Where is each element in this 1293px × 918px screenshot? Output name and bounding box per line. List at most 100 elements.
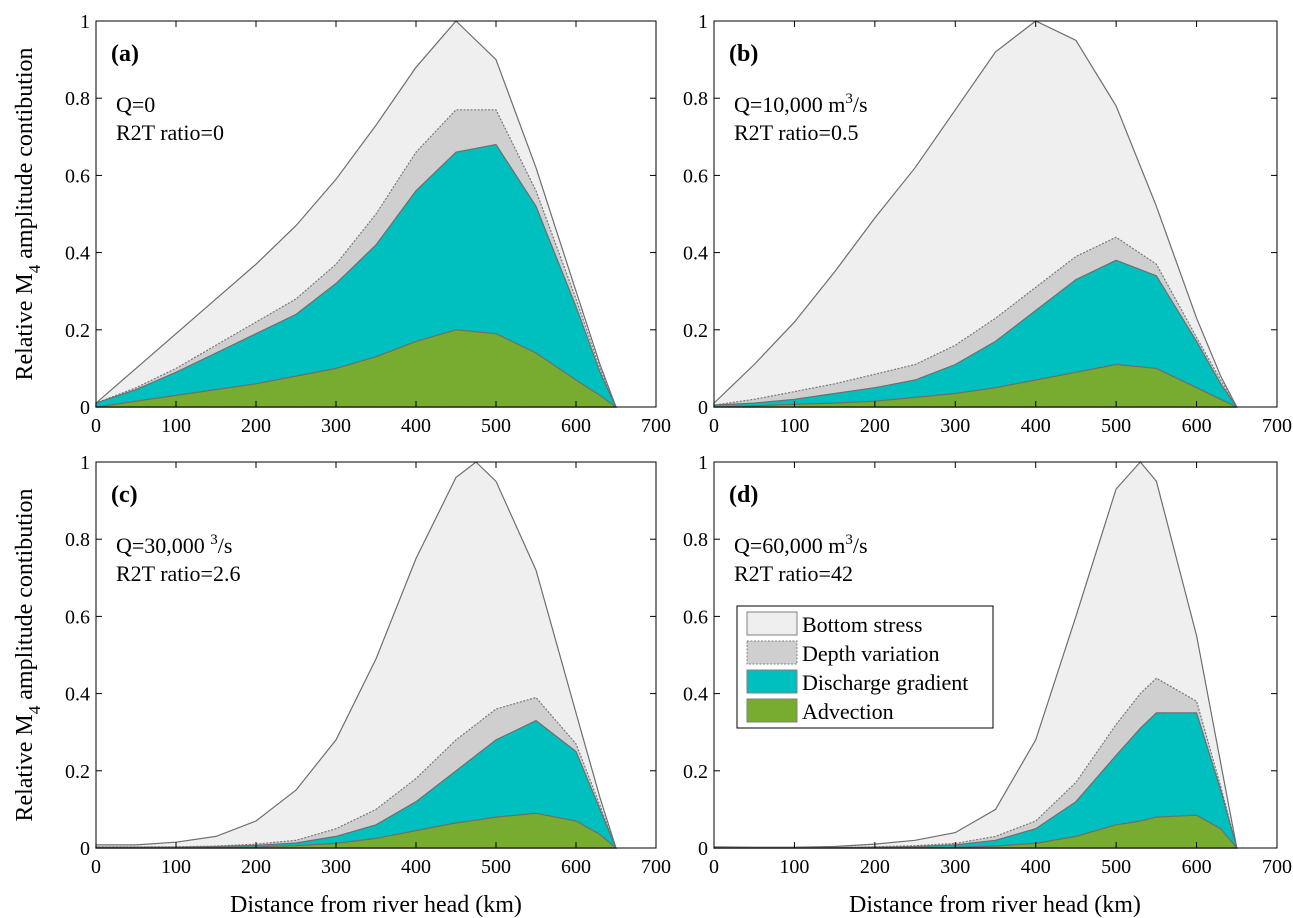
x-tick-label: 500 — [1101, 415, 1131, 437]
x-tick-label: 300 — [940, 856, 970, 878]
x-tick-label: 200 — [241, 856, 271, 878]
ratio-annotation: R2T ratio=0.5 — [734, 120, 858, 145]
y-tick-label: 1 — [698, 452, 708, 474]
panels: 0 100 200 300 400 500 600 70000.20.40.60.81(a)Q… — [65, 11, 1292, 878]
discharge-annotation: Q=0 — [116, 92, 155, 117]
x-tick-label: 600 — [1182, 415, 1212, 437]
y-tick-label: 0.6 — [65, 165, 90, 187]
panel-label: (c) — [111, 482, 138, 508]
panel-label: (a) — [111, 41, 139, 67]
axes-box — [95, 20, 657, 408]
y-tick-label: 0.2 — [65, 320, 90, 342]
panel-a: 0 100 200 300 400 500 600 700 0 0.2 0.4 0.6 0.8 1 (a) Q… — [65, 11, 671, 437]
y-tick-label: 0.2 — [683, 761, 708, 783]
x-tick-label: 100 — [779, 856, 809, 878]
x-tick-label: 200 — [860, 415, 890, 437]
y-axis-label-top-rest: amplitude contibution — [12, 47, 38, 264]
x-tick-label: 700 — [641, 856, 671, 878]
panel-b: 0 100 200 300 400 500 600 700 0 0.2 0.4 0.6 0.8 1 (b) Q… — [683, 11, 1292, 437]
discharge-annotation: Q=30,000 3/s — [116, 532, 232, 558]
x-tick-label: 200 — [860, 856, 890, 878]
y-tick-label: 0.8 — [683, 529, 708, 551]
x-tick-label: 500 — [481, 856, 511, 878]
y-tick-label: 0.4 — [683, 684, 708, 706]
legend-swatch-depth-variation — [746, 640, 798, 665]
x-tick-label: 600 — [1182, 856, 1212, 878]
panel-c: 0 100 200 300 400 500 600 700 0 0.2 0.4 0.6 0.8 1 (c) Q… — [65, 452, 671, 878]
x-tick-label: 0 — [709, 856, 719, 878]
y-tick-label: 0 — [698, 838, 708, 860]
axes-box — [713, 461, 1278, 849]
y-axis-label-top: Relative M4 amplitude contibution — [12, 47, 44, 380]
x-tick-label: 600 — [561, 856, 591, 878]
legend-item-advection: Advection — [746, 698, 894, 724]
legend-label-depth-variation: Depth variation — [802, 641, 939, 666]
legend-label-bottom-stress: Bottom stress — [802, 612, 922, 637]
y-axis-label-bottom-rest: amplitude contibution — [12, 488, 38, 705]
y-tick-label: 0.2 — [683, 320, 708, 342]
legend-label-advection: Advection — [802, 699, 894, 724]
x-tick-label: 200 — [241, 415, 271, 437]
y-tick-label: 0.4 — [65, 243, 90, 265]
x-tick-label: 100 — [161, 856, 191, 878]
ratio-annotation: R2T ratio=42 — [734, 561, 853, 586]
y-tick-label: 1 — [698, 11, 708, 33]
y-tick-label: 0.4 — [65, 684, 90, 706]
legend-swatch-advection — [746, 698, 798, 723]
y-axis-label-bottom: Relative M4 amplitude contibution — [12, 488, 44, 821]
y-tick-label: 0.8 — [65, 88, 90, 110]
legend-label-discharge-gradient: Discharge gradient — [802, 670, 968, 695]
panel-label: (b) — [729, 41, 758, 67]
x-tick-label: 0 — [709, 415, 719, 437]
x-tick-label: 400 — [401, 415, 431, 437]
ratio-annotation: R2T ratio=2.6 — [116, 561, 240, 586]
panel-d: 0 100 200 300 400 500 600 700 0 0.2 0.4 0.6 0.8 1 (d) Q… — [683, 452, 1292, 878]
y-tick-label: 0.6 — [65, 606, 90, 628]
area-advection — [95, 329, 618, 408]
y-tick-label: 0.6 — [683, 606, 708, 628]
legend-swatch-discharge-gradient — [746, 669, 798, 694]
y-tick-label: 1 — [80, 452, 90, 474]
x-tick-label: 0 — [91, 856, 101, 878]
y-tick-label: 0 — [80, 397, 90, 419]
x-tick-label: 300 — [321, 415, 351, 437]
legend: Bottom stress Depth variation Discharge … — [736, 605, 994, 729]
x-axis-label-left: Distance from river head (km) — [230, 892, 522, 918]
y-tick-label: 1 — [80, 11, 90, 33]
x-tick-label: 100 — [161, 415, 191, 437]
discharge-annotation: Q=10,000 m3/s — [734, 91, 868, 117]
x-tick-label: 700 — [641, 415, 671, 437]
x-tick-label: 300 — [321, 856, 351, 878]
legend-item-discharge-gradient: Discharge gradient — [746, 669, 968, 695]
x-tick-label: 600 — [561, 415, 591, 437]
y-tick-label: 0.2 — [65, 761, 90, 783]
y-tick-label: 0.8 — [683, 88, 708, 110]
x-tick-label: 700 — [1262, 856, 1292, 878]
y-axis-label-top-main: Relative M — [12, 273, 38, 380]
x-tick-label: 400 — [1021, 415, 1051, 437]
x-tick-label: 0 — [91, 415, 101, 437]
legend-swatch-bottom-stress — [746, 611, 798, 636]
y-tick-label: 0 — [698, 397, 708, 419]
area-advection — [713, 363, 1238, 408]
y-tick-label: 0.8 — [65, 529, 90, 551]
y-tick-label: 0.6 — [683, 165, 708, 187]
x-tick-label: 700 — [1262, 415, 1292, 437]
y-axis-label-bottom-main: Relative M — [12, 714, 38, 821]
x-tick-label: 500 — [1101, 856, 1131, 878]
x-axis-label-right: Distance from river head (km) — [849, 892, 1141, 918]
panel-label: (d) — [729, 482, 758, 508]
y-axis-label-top-sub: 4 — [25, 264, 44, 273]
area-discharge-gradient — [95, 719, 617, 849]
x-tick-label: 400 — [401, 856, 431, 878]
x-tick-label: 100 — [779, 415, 809, 437]
axes-box — [713, 20, 1278, 408]
discharge-annotation: Q=60,000 m3/s — [734, 532, 868, 558]
legend-item-depth-variation: Depth variation — [746, 640, 939, 666]
y-tick-label: 0 — [80, 838, 90, 860]
axes-box — [95, 461, 657, 849]
y-axis-label-bottom-sub: 4 — [25, 705, 44, 714]
legend-item-bottom-stress: Bottom stress — [746, 611, 922, 637]
x-tick-label: 300 — [940, 415, 970, 437]
